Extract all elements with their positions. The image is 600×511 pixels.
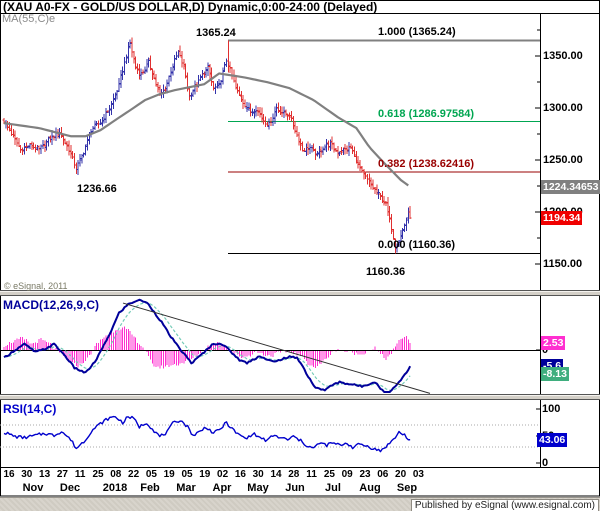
month-label: May [247, 482, 269, 494]
day-label: 02 [217, 469, 229, 480]
day-label: 09 [341, 469, 353, 480]
fib-level-label: 1.000 (1365.24) [378, 26, 456, 39]
day-label: 05 [145, 469, 157, 480]
rsi-study-label: RSI(14,C) [3, 402, 57, 416]
month-label: Sep [396, 482, 418, 494]
ma-line [3, 72, 409, 187]
day-label: 19 [199, 469, 211, 480]
day-label: 30 [252, 469, 264, 480]
status-bar: Published by eSignal (www.esignal.com) [0, 497, 600, 511]
day-label: 25 [92, 469, 104, 480]
day-label: 27 [56, 469, 68, 480]
month-label: Apr [212, 482, 232, 494]
rsi-axis-label: 100 [542, 403, 561, 415]
published-label: Published by eSignal (www.esignal.com) [410, 499, 599, 511]
chart-frame[interactable]: (XAU A0-FX - GOLD/US DOLLAR,D) Dynamic,0… [0, 0, 600, 497]
ma-study-label: MA(55,C)e [2, 13, 56, 25]
macd-line [3, 298, 412, 393]
chart-border [0, 0, 600, 497]
macd-axis-zero-label: 0 [542, 344, 549, 356]
day-label: 22 [128, 469, 140, 480]
chart-title: (XAU A0-FX - GOLD/US DOLLAR,D) Dynamic,0… [3, 0, 378, 14]
day-label: 16 [234, 469, 246, 480]
macd-signal-line [3, 302, 411, 391]
day-label: 30 [21, 469, 33, 480]
copyright-label: © eSignal, 2011 [4, 281, 68, 291]
rsi-value-badge: 43.06 [537, 432, 568, 447]
day-label: 06 [377, 469, 389, 480]
month-label: 2018 [102, 482, 128, 494]
month-label: Nov [22, 482, 44, 494]
day-label: 16 [3, 469, 15, 480]
y-axis-label: 1300.00 [543, 102, 583, 115]
day-label: 19 [163, 469, 175, 480]
macd-histogram-badge: 2.53 [541, 335, 566, 350]
annotation-high-price: 1365.24 [196, 27, 236, 39]
ma-value-badge: 1224.34653 [541, 179, 600, 194]
y-axis-label: 1250.00 [543, 154, 583, 167]
macd-trendline [122, 302, 431, 394]
day-label: 20 [395, 469, 407, 480]
macd-study-label: MACD(12,26,9,C) [3, 298, 100, 312]
day-label: 14 [270, 469, 282, 480]
day-label: 13 [39, 469, 51, 480]
annotation-dec-low: 1236.66 [77, 183, 117, 195]
rsi-axis-label: 0 [542, 457, 549, 469]
month-label: Aug [359, 482, 381, 494]
day-label: 05 [181, 469, 193, 480]
day-label: 11 [74, 469, 86, 480]
last-price-badge: 1194.34 [541, 210, 583, 225]
day-label: 11 [306, 469, 317, 480]
month-label: Mar [176, 482, 196, 494]
month-label: Dec [59, 482, 81, 494]
month-label: Jun [285, 482, 305, 494]
panel-separator-price-macd[interactable] [0, 290, 600, 296]
y-axis-label: 1150.00 [543, 258, 583, 271]
day-label: 23 [359, 469, 371, 480]
rsi-line [3, 415, 411, 453]
day-label: 28 [288, 469, 300, 480]
month-label: Jul [325, 482, 341, 494]
panel-separator-macd-rsi[interactable] [0, 394, 600, 400]
annotation-aug-low: 1160.36 [366, 266, 406, 278]
y-axis-label: 1350.00 [543, 50, 583, 63]
fib-level-label: 0.618 (1286.97584) [378, 107, 475, 120]
day-label: 08 [110, 469, 122, 480]
month-label: Feb [140, 482, 160, 494]
fib-level-label: 0.382 (1238.62416) [378, 157, 475, 170]
fib-level-label: 0.000 (1160.36) [378, 239, 456, 252]
day-label: 25 [323, 469, 335, 480]
day-label: 03 [412, 469, 424, 480]
chart-canvas[interactable] [0, 0, 600, 497]
macd-signal-badge: -8.13 [541, 366, 569, 381]
